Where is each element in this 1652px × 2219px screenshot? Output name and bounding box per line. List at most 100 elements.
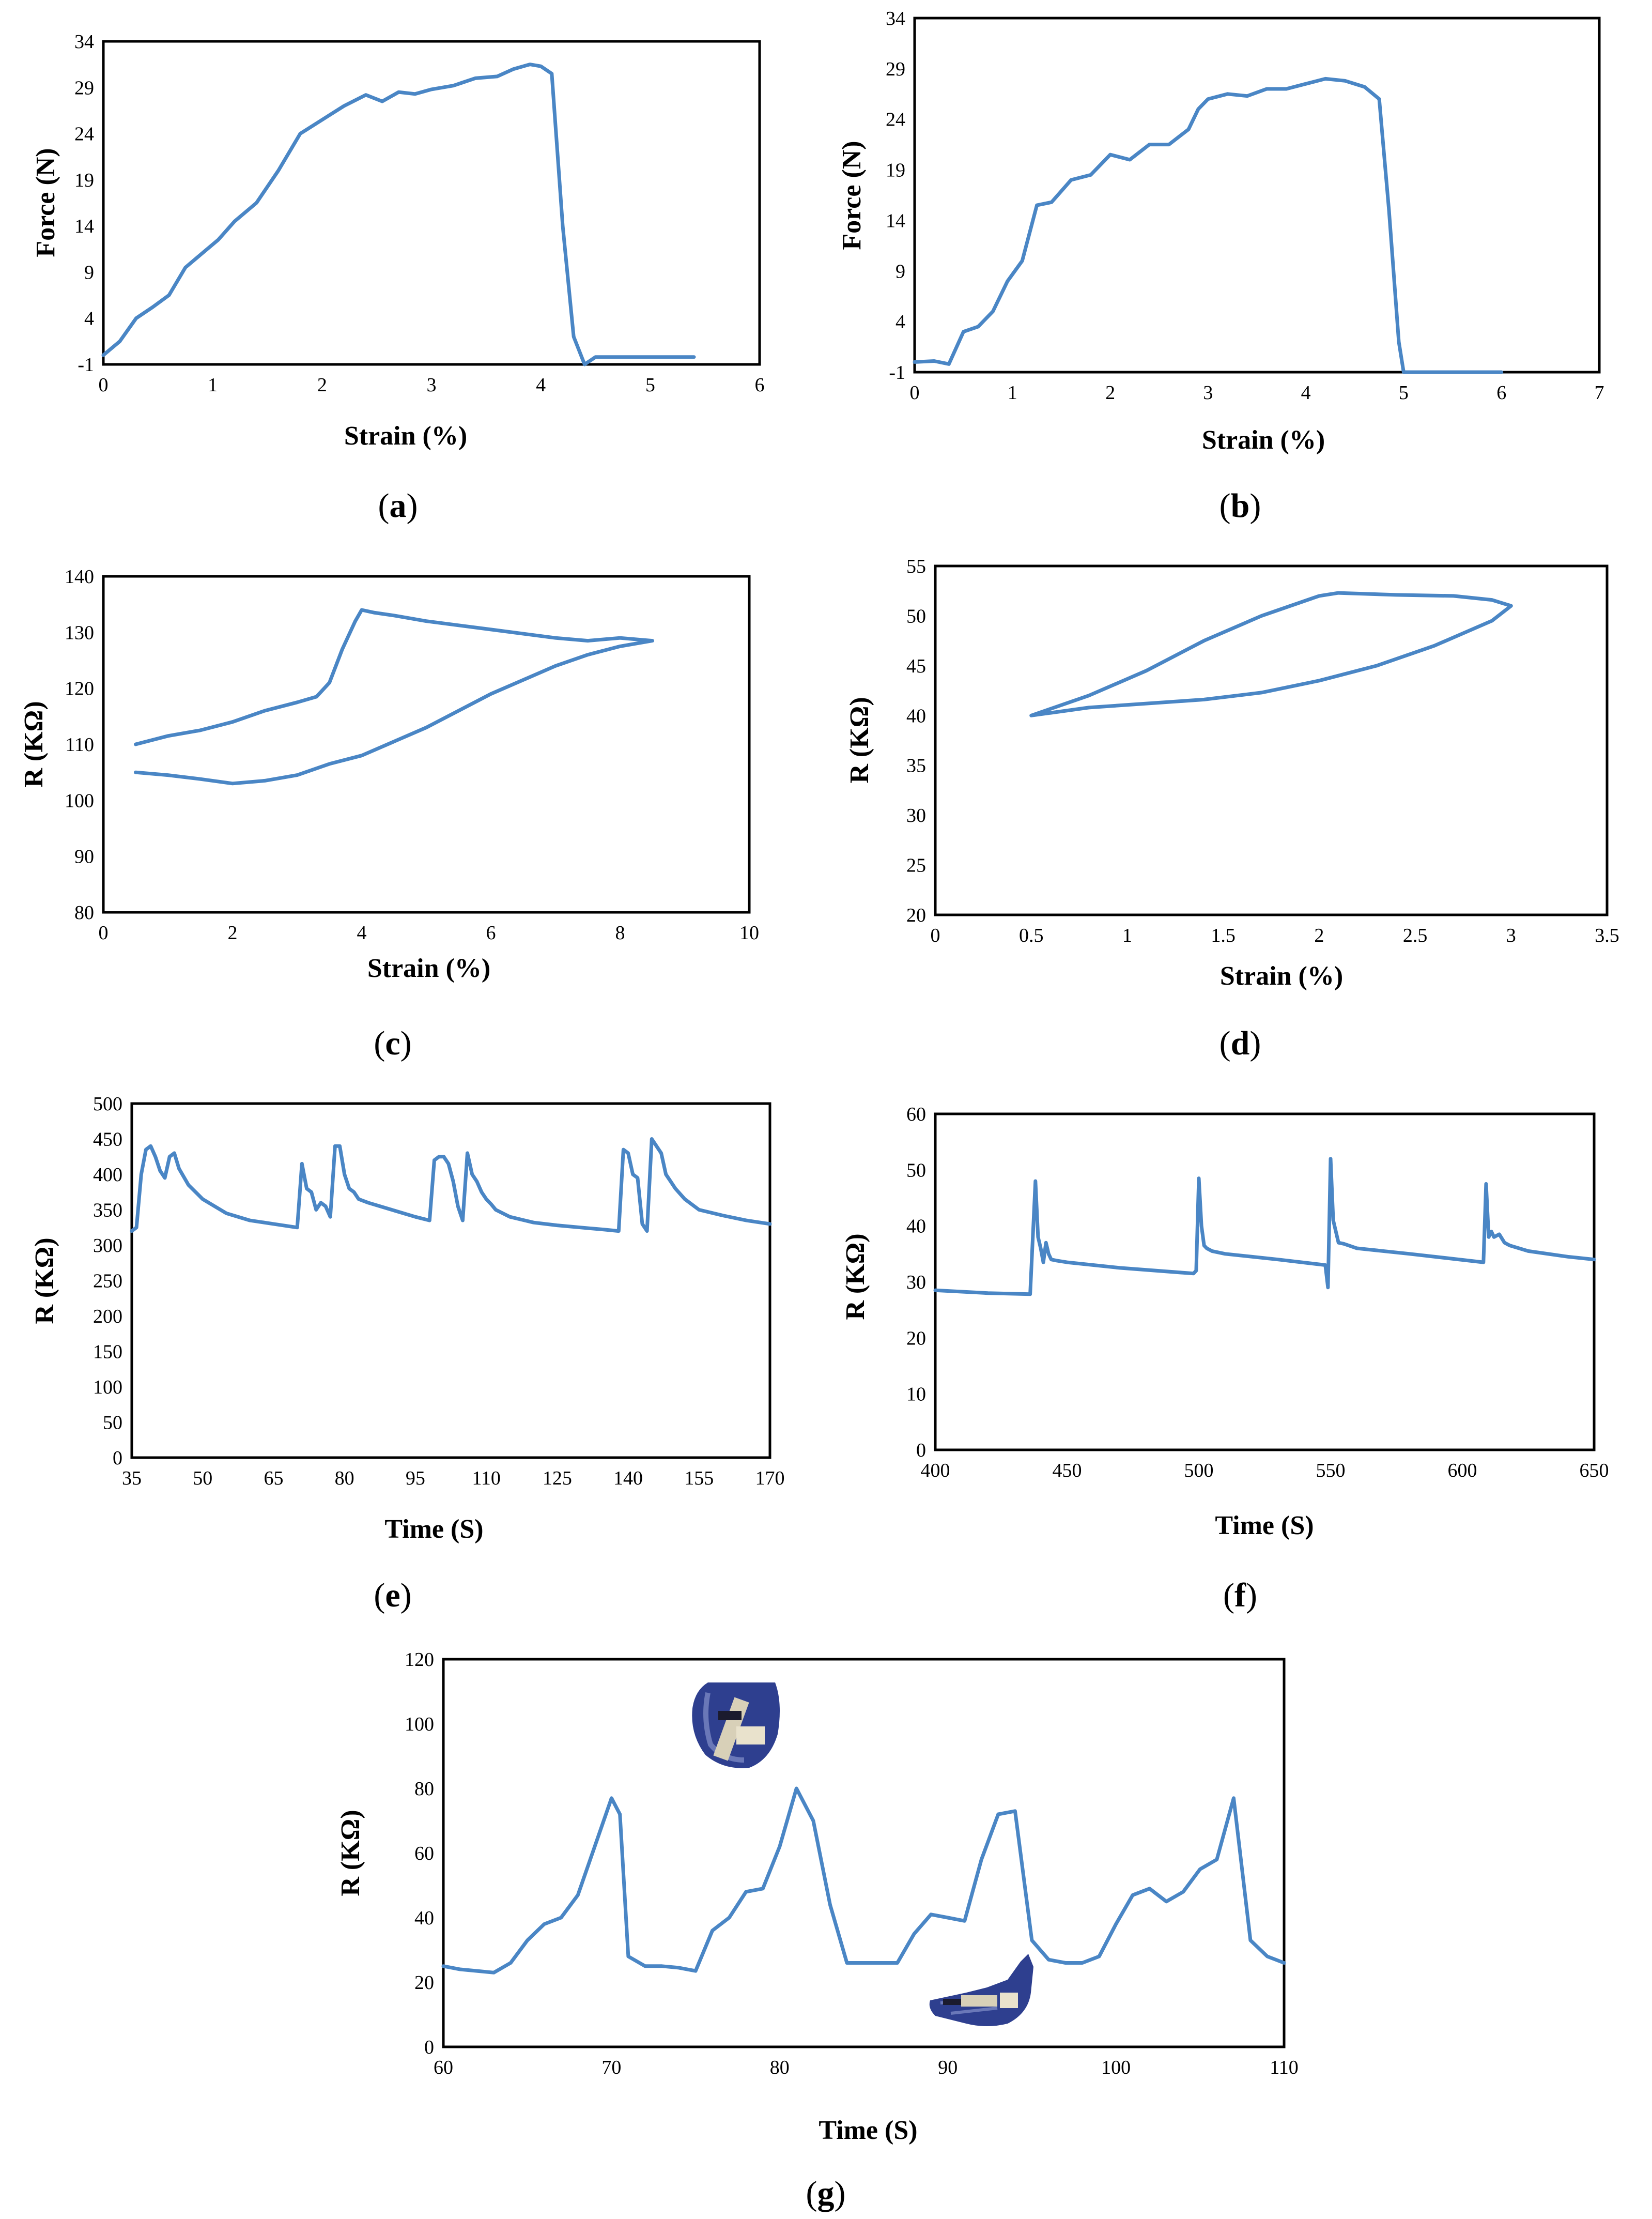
panel-c: 0 2 4 6 8 10 80 90 100 110 120 130 140 Strain (%) R … (19, 566, 759, 1062)
x-axis-label: Strain (%) (367, 954, 490, 983)
x-axis-label: Strain (%) (1202, 425, 1325, 455)
y-tick-label: 30 (906, 805, 926, 827)
sensor-wire (718, 1711, 742, 1720)
y-tick-label: 35 (906, 755, 926, 777)
tick-labels: 0 0.5 1 1.5 2 2.5 3 3.5 20 25 30 35 40 45 50 55 (906, 556, 1619, 946)
y-tick-label: -1 (78, 354, 94, 376)
x-tick-label: 125 (543, 1467, 572, 1489)
y-tick-label: 60 (414, 1843, 434, 1864)
x-tick-label: 7 (1595, 382, 1604, 404)
x-axis-label: Time (S) (819, 2116, 917, 2145)
y-axis-label: Force (N) (837, 141, 867, 250)
y-axis-label: R (KΩ) (841, 1233, 870, 1320)
tick-labels: 35 50 65 80 95 110 125 140 155 170 0 50 100 150 200 250… (93, 1093, 785, 1489)
sensor-wire (943, 1999, 961, 2005)
y-tick-label: 100 (93, 1376, 122, 1398)
y-tick-label: 40 (906, 1216, 926, 1237)
y-tick-label: 50 (103, 1412, 122, 1434)
x-tick-label: 2.5 (1403, 925, 1428, 946)
panel-e: 35 50 65 80 95 110 125 140 155 170 0 50 100 150 200 250… (30, 1093, 785, 1614)
plot-frame (442, 1658, 1286, 2048)
sensor-strip (961, 1995, 997, 2007)
y-tick-label: 500 (93, 1093, 122, 1115)
x-tick-label: 8 (615, 922, 625, 944)
y-tick-label: 14 (74, 216, 94, 237)
y-tick-label: 45 (906, 655, 926, 677)
y-tick-label: 10 (906, 1384, 926, 1405)
y-tick-label: 60 (906, 1104, 926, 1125)
panel-caption: (f) (1223, 1577, 1257, 1614)
x-tick-label: 155 (684, 1467, 714, 1489)
x-tick-label: 80 (770, 2057, 790, 2078)
y-tick-label: 350 (93, 1200, 122, 1221)
glove-shading (703, 1692, 745, 1763)
x-tick-label: 3.5 (1595, 925, 1619, 946)
plot-frame (102, 40, 761, 366)
y-tick-label: 80 (414, 1778, 434, 1800)
y-tick-label: 19 (886, 160, 905, 181)
caption-letter: d (1231, 1024, 1250, 1062)
y-tick-label: 19 (74, 170, 94, 191)
plot-frame (130, 1102, 771, 1459)
panel-caption: (a) (378, 487, 418, 525)
plot-frame (934, 564, 1609, 916)
tick-labels: 0 2 4 6 8 10 80 90 100 110 120 130 140 (65, 566, 759, 944)
panel-d: 0 0.5 1 1.5 2 2.5 3 3.5 20 25 30 35 40 45 50 55 Strain … (845, 556, 1619, 1062)
hysteresis-loop-line (1029, 591, 1513, 717)
x-tick-label: 1 (1008, 382, 1017, 404)
panel-caption: (e) (374, 1577, 411, 1614)
glove-shape (929, 1954, 1033, 2026)
x-tick-label: 140 (613, 1467, 643, 1489)
plot-frame (934, 1112, 1596, 1451)
panel-f: 400 450 500 550 600 650 0 10 20 30 40 50 60 Time (S)… (841, 1104, 1609, 1614)
x-axis-label: Time (S) (384, 1514, 483, 1544)
panel-caption: (g) (806, 2175, 846, 2212)
y-tick-label: 50 (906, 605, 926, 627)
x-tick-label: 5 (1399, 382, 1409, 404)
x-tick-label: 1 (208, 374, 218, 396)
x-tick-label: 60 (434, 2057, 453, 2078)
x-tick-label: 0 (910, 382, 920, 404)
x-tick-label: 70 (601, 2057, 621, 2078)
y-tick-label: 40 (414, 1907, 434, 1929)
y-tick-label: 29 (886, 58, 905, 80)
x-tick-label: 80 (335, 1467, 354, 1489)
plot-frame (913, 17, 1601, 374)
x-tick-label: 6 (1496, 382, 1506, 404)
x-tick-label: 0 (99, 374, 109, 396)
y-tick-label: 34 (886, 8, 905, 29)
x-tick-label: 450 (1053, 1460, 1082, 1481)
y-tick-label: 30 (906, 1272, 926, 1293)
x-tick-label: 4 (1301, 382, 1311, 404)
y-tick-label: 250 (93, 1271, 122, 1292)
caption-letter: c (385, 1024, 400, 1062)
y-tick-label: 34 (74, 31, 94, 53)
panel-g: 60 70 80 90 100 110 0 20 40 60 80 100 120 Time (S) R… (336, 1649, 1299, 2212)
force-strain-line (913, 76, 1504, 374)
resistance-time-line (441, 1786, 1286, 1975)
sensor-tape (1000, 1993, 1018, 2008)
x-tick-label: 6 (486, 922, 496, 944)
x-tick-label: 1 (1122, 925, 1132, 946)
x-tick-label: 90 (938, 2057, 958, 2078)
flat-hand-glove-photo (929, 1954, 1033, 2026)
y-tick-label: 20 (414, 1972, 434, 1994)
x-axis-label: Strain (%) (344, 421, 467, 451)
x-tick-label: 95 (406, 1467, 425, 1489)
y-tick-label: 100 (405, 1713, 434, 1735)
panel-caption: (b) (1219, 487, 1261, 525)
caption-letter: b (1231, 487, 1250, 525)
hysteresis-loop-line (134, 608, 654, 786)
y-tick-label: 9 (896, 261, 905, 282)
y-tick-label: 20 (906, 905, 926, 926)
y-tick-label: 130 (65, 622, 94, 644)
resistance-time-line (130, 1137, 772, 1233)
sensor-tape (736, 1726, 765, 1744)
y-tick-label: 150 (93, 1341, 122, 1363)
x-axis-label: Time (S) (1215, 1511, 1314, 1540)
y-tick-label: 0 (424, 2037, 434, 2058)
y-tick-label: 300 (93, 1235, 122, 1257)
x-tick-label: 2 (1105, 382, 1115, 404)
